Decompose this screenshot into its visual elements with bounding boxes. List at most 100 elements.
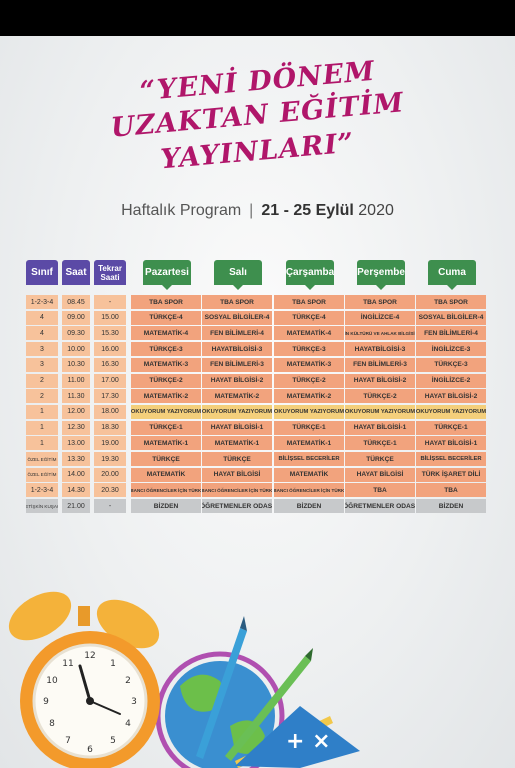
cell-sinif: YETİŞKİN KUŞAĞI: [26, 499, 58, 514]
cell-sinif: 3: [26, 342, 58, 357]
cell-saat: 13.00: [62, 436, 90, 451]
cell-saat: 11.30: [62, 389, 90, 404]
cell-sinif: 2: [26, 389, 58, 404]
cell-sinif: 2: [26, 373, 58, 388]
cell-tekrar: 16.30: [94, 357, 126, 372]
illustration: + × 12 3 6 9 1 2 4 5 7 8 10 11: [8, 591, 360, 768]
cell-day: TÜRKÇE: [202, 452, 272, 466]
cell-day: BİZDEN: [131, 499, 201, 514]
cell-day: HAYAT BİLGİSİ-1: [202, 420, 272, 435]
cell-day: HAYAT BİLGİSİ-2: [416, 389, 486, 404]
cell-day: TÜRKÇE-3: [131, 342, 201, 357]
cell-sinif: 1-2-3-4: [26, 483, 58, 498]
cell-tekrar: -: [94, 295, 126, 309]
cell-day: BİLİŞSEL BECERİLER: [274, 452, 344, 466]
poster: “YENİ DÖNEM UZAKTAN EĞİTİM YAYINLARI” Ha…: [0, 36, 515, 768]
cell-sinif: 1: [26, 436, 58, 451]
header-carsamba: Çarşamba: [286, 260, 334, 290]
cell-day: HAYATBİLGİSİ-3: [345, 342, 415, 357]
header-pazartesi: Pazartesi: [143, 260, 191, 290]
cell-day: MATEMATİK-3: [131, 357, 201, 372]
cell-day: MATEMATİK-4: [274, 326, 344, 341]
cell-day: HAYAT BİLGİSİ-2: [202, 373, 272, 388]
cell-day: TBA SPOR: [416, 295, 486, 309]
cell-day: ÖĞRETMENLER ODASI: [345, 499, 415, 514]
cell-day: YABANCI ÖĞRENCİLER İÇİN TÜRKÇE: [131, 483, 201, 498]
cell-day: FEN BİLİMLERİ-4: [202, 326, 272, 341]
header-sinif: Sınıf: [26, 260, 58, 285]
subtitle: Haftalık Program | 21 - 25 Eylül 2020: [0, 202, 515, 220]
cell-day: MATEMATİK-1: [274, 436, 344, 451]
calculator-icon: + ×: [235, 706, 360, 768]
cell-day: FEN BİLİMLERİ-3: [202, 357, 272, 372]
cell-day: TÜRKÇE-1: [274, 420, 344, 435]
cell-day: TÜRKÇE-2: [345, 389, 415, 404]
svg-text:12: 12: [84, 651, 95, 661]
cell-day: MATEMATİK: [274, 467, 344, 482]
cell-sinif: ÖZEL EĞİTİM: [26, 452, 58, 466]
cell-day: İNGİLİZCE-3: [416, 342, 486, 357]
cell-tekrar: 15.00: [94, 310, 126, 325]
cell-tekrar: 20.00: [94, 467, 126, 482]
cell-saat: 10.30: [62, 357, 90, 372]
cell-day: BİLİŞSEL BECERİLER: [416, 452, 486, 466]
cell-day: TÜRKÇE-4: [274, 310, 344, 325]
svg-text:4: 4: [125, 719, 131, 729]
cell-tekrar: 16.00: [94, 342, 126, 357]
cell-tekrar: 19.00: [94, 436, 126, 451]
cell-day: İNGİLİZCE-4: [345, 310, 415, 325]
svg-text:+ ×: + ×: [286, 729, 331, 754]
header-cuma: Cuma: [428, 260, 476, 290]
cell-day: BİZDEN: [416, 499, 486, 514]
cell-day: HAYAT BİLGİSİ-1: [345, 420, 415, 435]
cell-day: YABANCI ÖĞRENCİLER İÇİN TÜRKÇE: [202, 483, 272, 498]
cell-tekrar: 18.00: [94, 404, 126, 419]
cell-day: HAYAT BİLGİSİ: [345, 467, 415, 482]
cell-day: YABANCI ÖĞRENCİLER İÇİN TÜRKÇE: [274, 483, 344, 498]
cell-day: TÜRKÇE: [345, 452, 415, 466]
header-persembe: Perşembe: [357, 260, 405, 290]
cell-sinif: 4: [26, 310, 58, 325]
cell-day: HAYAT BİLGİSİ-1: [416, 436, 486, 451]
cell-tekrar: 15.30: [94, 326, 126, 341]
svg-text:9: 9: [43, 697, 49, 707]
cell-day: TÜRKÇE-1: [131, 420, 201, 435]
header-saat: Saat: [62, 260, 90, 285]
cell-day: BİZDEN: [274, 499, 344, 514]
cell-sinif: 1: [26, 404, 58, 419]
cell-day: İNGİLİZCE-2: [416, 373, 486, 388]
cell-day: MATEMATİK-3: [274, 357, 344, 372]
cell-day: TBA: [416, 483, 486, 498]
cell-saat: 09.30: [62, 326, 90, 341]
svg-text:7: 7: [65, 736, 71, 746]
cell-day: OKUYORUM YAZIYORUM: [274, 404, 344, 419]
cell-sinif: 1: [26, 420, 58, 435]
cell-day: TÜRKÇE: [131, 452, 201, 466]
cell-tekrar: 17.00: [94, 373, 126, 388]
cell-day: TÜRKÇE-1: [416, 420, 486, 435]
header-sali: Salı: [214, 260, 262, 290]
cell-tekrar: -: [94, 499, 126, 514]
cell-tekrar: 19.30: [94, 452, 126, 466]
cell-day: TBA SPOR: [202, 295, 272, 309]
cell-sinif: ÖZEL EĞİTİM: [26, 467, 58, 482]
cell-saat: 10.00: [62, 342, 90, 357]
svg-text:3: 3: [131, 697, 137, 707]
cell-day: TÜRK İŞARET DİLİ: [416, 467, 486, 482]
cell-day: TBA SPOR: [274, 295, 344, 309]
cell-day: DİN KÜLTÜRÜ VE AHLAK BİLGİSİ-4: [345, 326, 415, 341]
cell-day: HAYAT BİLGİSİ: [202, 467, 272, 482]
cell-saat: 12.30: [62, 420, 90, 435]
cell-day: TBA SPOR: [345, 295, 415, 309]
cell-day: OKUYORUM YAZIYORUM: [202, 404, 272, 419]
svg-text:5: 5: [110, 736, 116, 746]
header-tekrar-saati: Tekrar Saati: [94, 260, 126, 285]
cell-day: HAYAT BİLGİSİ-2: [345, 373, 415, 388]
cell-day: FEN BİLİMLERİ-3: [345, 357, 415, 372]
svg-text:8: 8: [49, 719, 55, 729]
cell-sinif: 3: [26, 357, 58, 372]
cell-saat: 08.45: [62, 295, 90, 309]
cell-saat: 14.00: [62, 467, 90, 482]
cell-day: SOSYAL BİLGİLER-4: [202, 310, 272, 325]
cell-day: TBA SPOR: [131, 295, 201, 309]
